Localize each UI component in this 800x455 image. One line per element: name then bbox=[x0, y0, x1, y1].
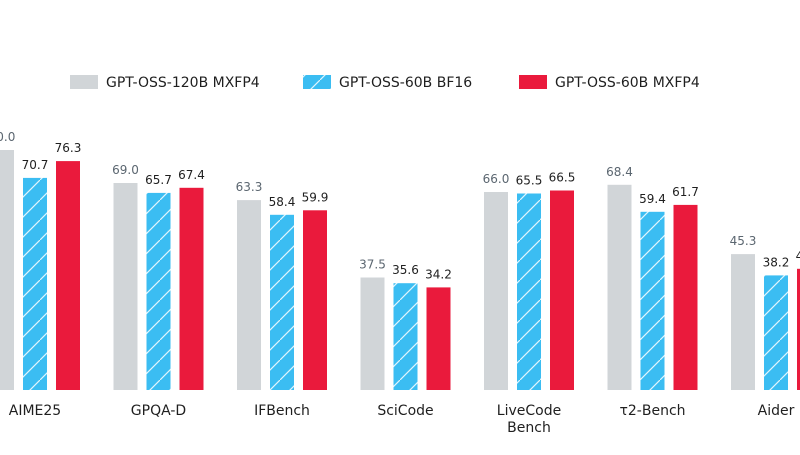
value-label-1-1: 80.0 bbox=[0, 130, 15, 144]
value-label-1-3: 63.3 bbox=[236, 180, 263, 194]
value-label-1-5: 66.0 bbox=[483, 172, 510, 186]
value-label-3-4: 34.2 bbox=[425, 267, 452, 281]
legend-swatch-1 bbox=[70, 75, 98, 89]
bar-3-5 bbox=[550, 190, 574, 390]
value-label-2-7: 38.2 bbox=[763, 255, 790, 269]
bar-3-7 bbox=[797, 268, 800, 390]
value-label-3-5: 66.5 bbox=[549, 171, 576, 185]
value-label-2-3: 58.4 bbox=[269, 195, 296, 209]
bar-2-4 bbox=[393, 283, 418, 390]
bar-3-1 bbox=[56, 161, 80, 390]
value-label-2-6: 59.4 bbox=[639, 192, 666, 206]
value-label-2-1: 70.7 bbox=[22, 158, 49, 172]
bar-2-1 bbox=[23, 177, 47, 390]
bar-1-2 bbox=[113, 183, 138, 390]
bar-1-7 bbox=[731, 254, 755, 390]
category-label-3: IFBench bbox=[254, 403, 310, 419]
bar-2-5 bbox=[517, 193, 541, 390]
legend-label-3: GPT-OSS-60B MXFP4 bbox=[555, 75, 700, 91]
value-label-1-4: 37.5 bbox=[359, 258, 386, 272]
category-label-6: τ2-Bench bbox=[619, 403, 685, 419]
value-label-3-6: 61.7 bbox=[672, 185, 699, 199]
value-label-3-7: 40.4 bbox=[796, 249, 800, 263]
bar-3-3 bbox=[303, 210, 327, 390]
category-label-1: AIME25 bbox=[9, 403, 61, 419]
value-label-1-7: 45.3 bbox=[730, 234, 757, 248]
legend-label-1: GPT-OSS-120B MXFP4 bbox=[106, 75, 260, 91]
legend: GPT-OSS-120B MXFP4 GPT-OSS-60B BF16 GPT-OS… bbox=[70, 75, 700, 91]
value-label-3-3: 59.9 bbox=[302, 190, 329, 204]
value-label-3-1: 76.3 bbox=[55, 141, 82, 155]
category-label-4: SciCode bbox=[377, 403, 433, 419]
bar-2-6 bbox=[640, 211, 665, 390]
value-label-1-2: 69.0 bbox=[112, 163, 139, 177]
bar-3-4 bbox=[426, 287, 451, 390]
value-label-2-2: 65.7 bbox=[145, 173, 172, 187]
category-label-5-line-2: Bench bbox=[507, 420, 551, 436]
legend-swatch-3 bbox=[519, 75, 547, 89]
value-label-3-2: 67.4 bbox=[178, 168, 205, 182]
category-label-5-line-1: LiveCode bbox=[497, 403, 561, 419]
value-label-1-6: 68.4 bbox=[606, 165, 633, 179]
category-label-2: GPQA-D bbox=[131, 403, 186, 419]
bar-1-4 bbox=[360, 277, 385, 390]
bar-3-6 bbox=[673, 204, 698, 390]
bars bbox=[0, 150, 800, 390]
legend-label-2: GPT-OSS-60B BF16 bbox=[339, 75, 472, 91]
bar-2-3 bbox=[270, 214, 294, 390]
value-label-2-4: 35.6 bbox=[392, 263, 419, 277]
bar-1-5 bbox=[484, 192, 508, 390]
category-label-7: Aider bbox=[758, 403, 795, 419]
bar-1-6 bbox=[607, 184, 632, 390]
bar-1-1 bbox=[0, 150, 14, 390]
bar-3-2 bbox=[179, 187, 204, 390]
value-label-2-5: 65.5 bbox=[516, 174, 543, 188]
bar-2-7 bbox=[764, 275, 788, 390]
legend-swatch-2 bbox=[303, 75, 331, 89]
bar-1-3 bbox=[237, 200, 261, 390]
bar-2-2 bbox=[146, 192, 171, 390]
value-labels: 80.0 70.7 76.3 69.0 65.7 67.4 63.3 58.4 59.9 37.5… bbox=[0, 130, 800, 281]
